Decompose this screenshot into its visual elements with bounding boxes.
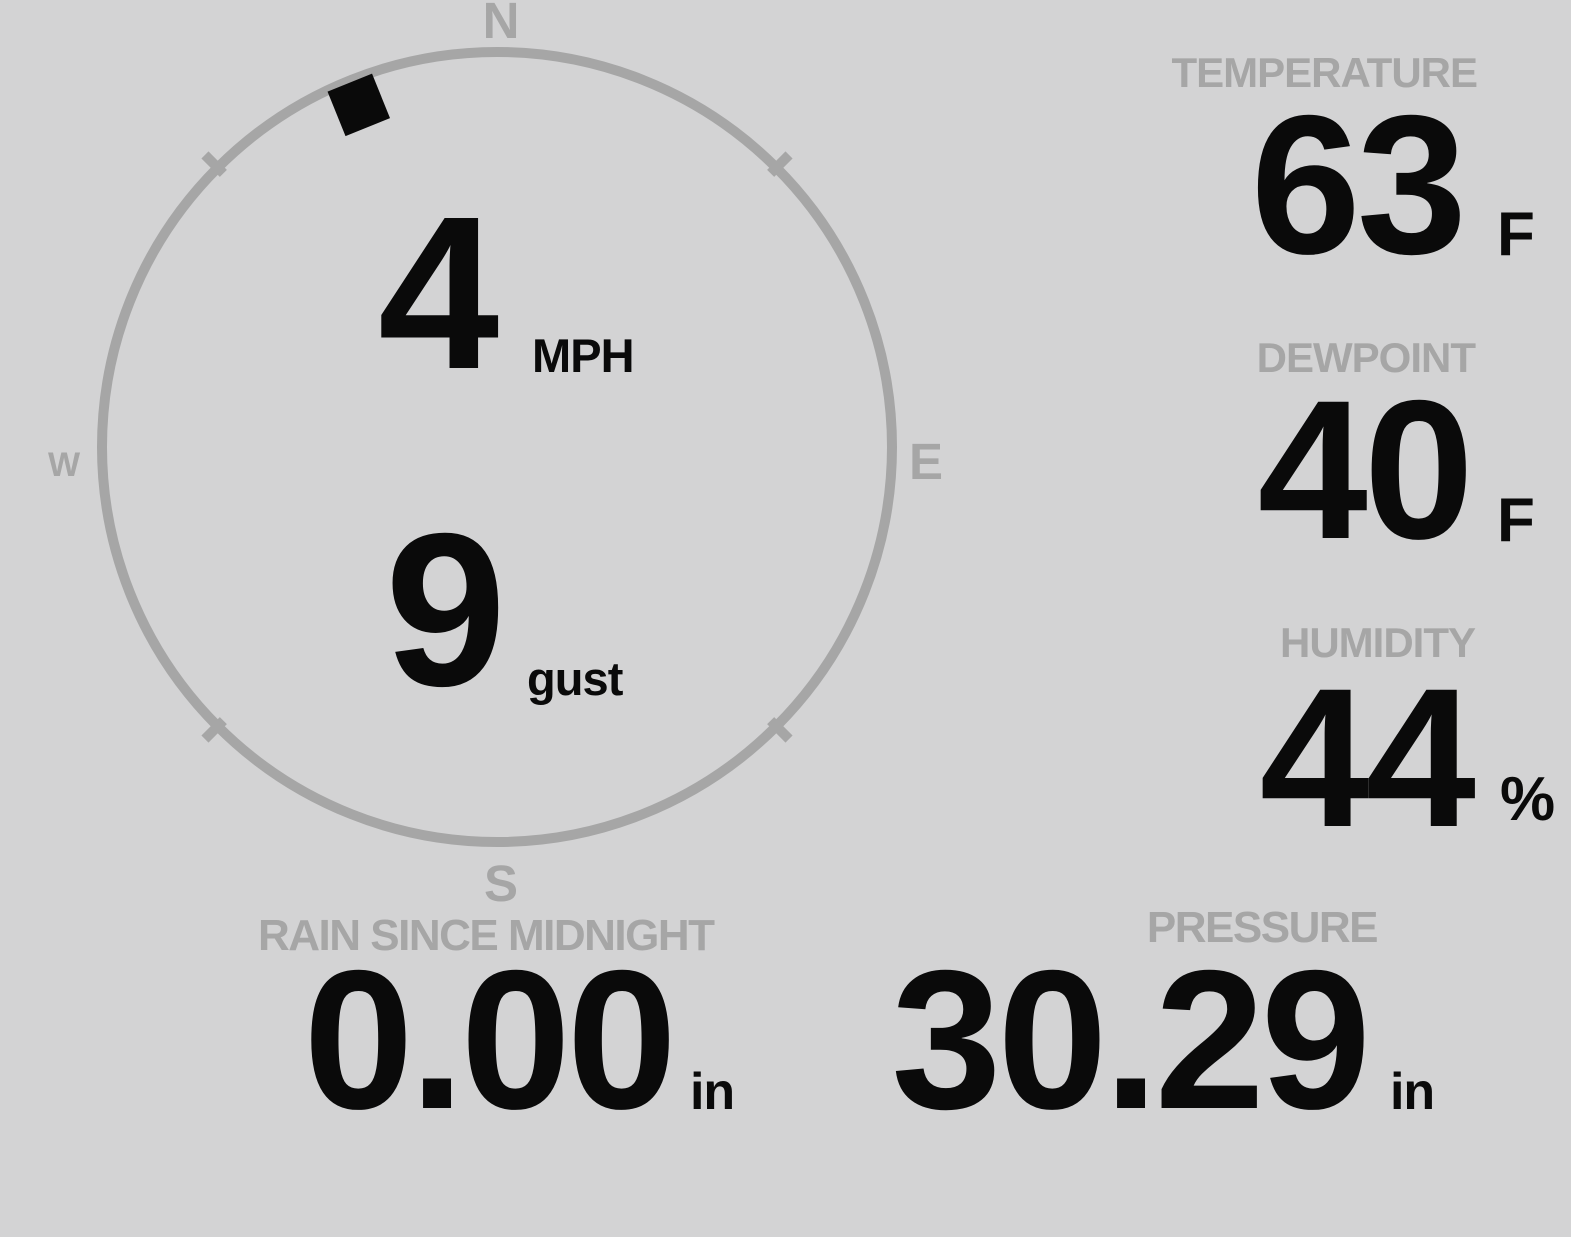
compass-label-south: S xyxy=(483,855,519,912)
temperature-value: 63 xyxy=(1250,74,1467,295)
compass-label-north: N xyxy=(482,0,520,49)
wind-gust-value: 9 xyxy=(385,489,506,732)
rain-label: RAIN SINCE MIDNIGHT xyxy=(258,911,715,960)
temperature-label: TEMPERATURE xyxy=(1171,49,1478,96)
pressure-label: PRESSURE xyxy=(1146,903,1379,952)
dewpoint-unit: F xyxy=(1497,486,1535,555)
compass-label-east: E xyxy=(908,433,944,490)
humidity-unit: % xyxy=(1500,765,1555,834)
temperature-unit: F xyxy=(1497,200,1535,269)
compass-ring xyxy=(97,47,897,847)
wind-speed-value: 4 xyxy=(378,172,499,415)
humidity-value: 44 xyxy=(1259,647,1476,868)
wind-speed-unit: MPH xyxy=(532,329,635,382)
dewpoint-label: DEWPOINT xyxy=(1256,334,1476,381)
humidity-label: HUMIDITY xyxy=(1280,619,1476,666)
pressure-unit: in xyxy=(1390,1063,1435,1121)
compass-label-west: W xyxy=(47,446,81,484)
dewpoint-value: 40 xyxy=(1257,359,1474,580)
rain-unit: in xyxy=(690,1063,735,1121)
pressure-value: 30.29 xyxy=(891,929,1371,1150)
rain-value: 0.00 xyxy=(303,929,676,1150)
wind-gust-unit: gust xyxy=(527,652,623,705)
